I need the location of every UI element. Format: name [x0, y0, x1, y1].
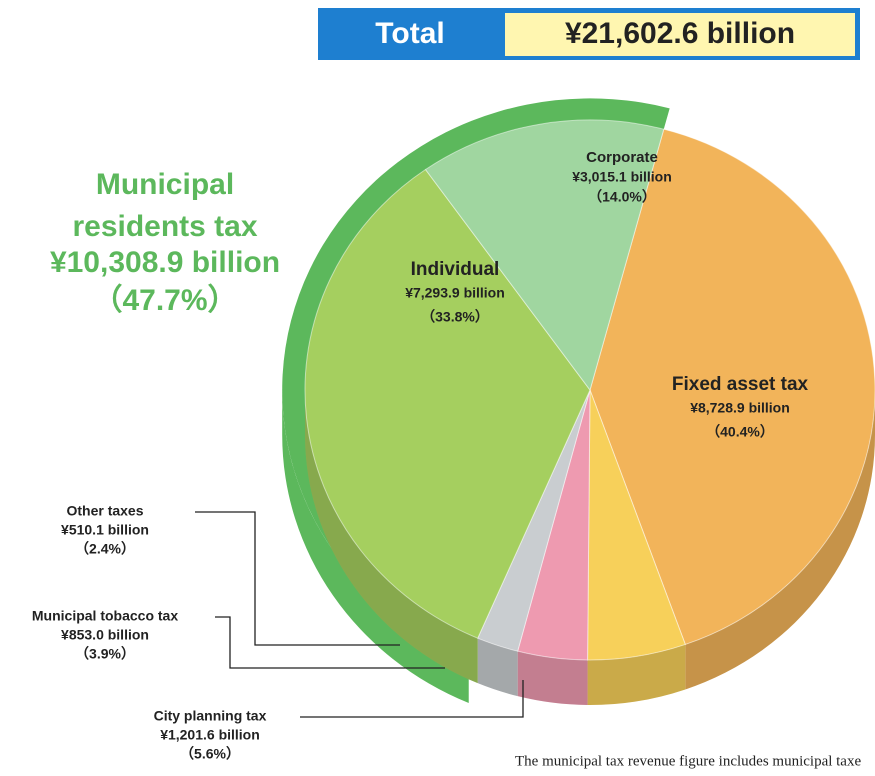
leader-line: [195, 511, 400, 646]
slice-label: Fixed asset tax: [672, 374, 809, 395]
slice-value: ¥7,293.9 billion: [405, 285, 505, 301]
slice-label: Municipal tobacco tax: [32, 608, 178, 624]
slice-side: [685, 390, 875, 690]
slice-side-shade: [517, 651, 588, 705]
slice: [304, 168, 591, 639]
slice-side-shade: [477, 638, 518, 697]
slice-side: [477, 638, 518, 697]
slice: [424, 119, 665, 392]
slice-percentage: （3.9%）: [75, 646, 135, 662]
slice-side: [517, 651, 588, 705]
slice-percentage: （14.0%）: [588, 189, 656, 205]
slice-value: ¥853.0 billion: [61, 627, 149, 643]
group-name-1: Municipal: [96, 168, 234, 201]
total-value: ¥21,602.6 billion: [565, 17, 795, 50]
slice-side-shade: [304, 390, 478, 684]
slice-percentage: （5.6%）: [180, 746, 240, 762]
leader-line: [215, 616, 445, 669]
slice-percentage: （40.4%）: [706, 424, 774, 440]
slice-value: ¥8,728.9 billion: [690, 400, 790, 416]
group-name: residents tax: [72, 210, 257, 243]
slice-value: ¥3,015.1 billion: [572, 169, 672, 185]
note: The municipal tax revenue figure include…: [515, 753, 861, 769]
slice-label: Individual: [411, 259, 500, 280]
total-title: Total: [375, 17, 444, 50]
slice-value: ¥510.1 billion: [61, 522, 149, 538]
slice-value: ¥1,201.6 billion: [160, 727, 260, 743]
group-side: [282, 390, 469, 704]
slice-label: Other taxes: [66, 503, 143, 519]
slice-percentage: （33.8%）: [421, 309, 489, 325]
total-value-box: [505, 13, 855, 56]
slice-percentage: （2.4%）: [75, 541, 135, 557]
group-percentage: （47.7%）: [92, 283, 237, 317]
pie: [282, 98, 875, 705]
slice-side-shade: [685, 390, 875, 690]
slice-side: [304, 390, 478, 684]
slice-label: Corporate: [586, 149, 658, 166]
slice-label: City planning tax: [154, 708, 267, 724]
group-value: ¥10,308.9 billion: [50, 246, 280, 279]
leader-line: [300, 680, 524, 718]
